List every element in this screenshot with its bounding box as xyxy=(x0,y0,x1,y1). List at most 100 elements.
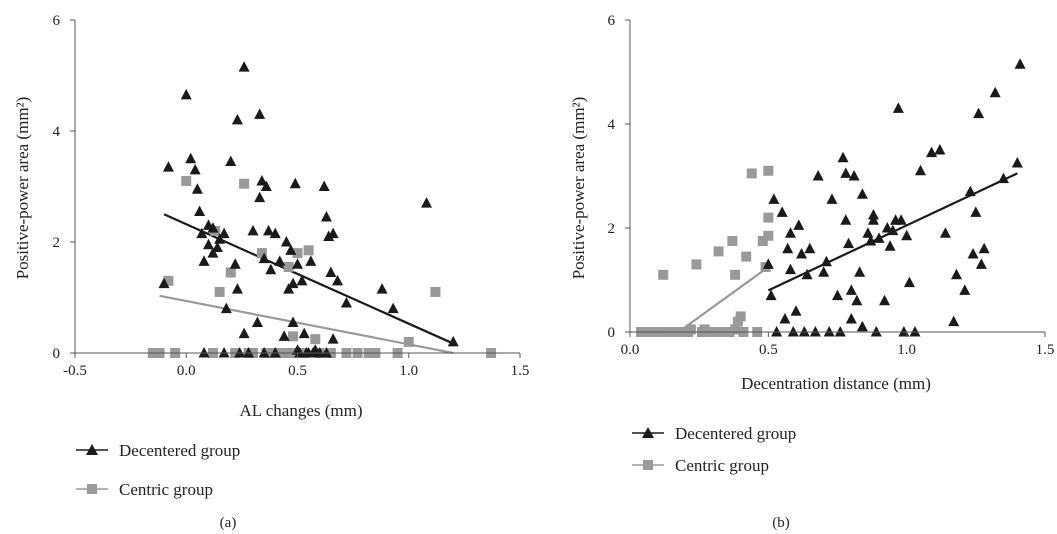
decentered-point xyxy=(376,283,388,294)
decentered-point xyxy=(1014,58,1026,69)
decentered-point xyxy=(826,193,838,204)
decentered-point xyxy=(207,222,219,233)
decentered-point xyxy=(340,297,352,308)
decentered-point xyxy=(196,227,208,239)
decentered-point xyxy=(278,330,290,341)
decentered-point xyxy=(939,227,951,238)
centric-point xyxy=(735,311,746,322)
decentered-point xyxy=(862,227,874,238)
centric-point xyxy=(225,267,236,278)
legend-label-centric: Centric group xyxy=(675,456,769,475)
decentered-point xyxy=(854,266,866,277)
decentered-point xyxy=(989,86,1001,98)
panel-b-legend: Decentered group Centric group xyxy=(632,424,796,475)
decentered-point xyxy=(901,229,913,241)
decentered-point xyxy=(998,172,1009,184)
decentered-point xyxy=(804,242,816,254)
x-tick-label: 0.5 xyxy=(288,363,307,379)
decentered-point xyxy=(243,347,255,358)
decentered-point xyxy=(254,108,266,119)
panel-b-label: (b) xyxy=(772,515,790,531)
decentered-point xyxy=(964,185,976,197)
decentered-point xyxy=(843,237,855,249)
y-tick-label: 4 xyxy=(608,117,616,133)
centric-point xyxy=(730,269,741,280)
panel-b-axes: 0.0 0.5 1.0 1.5 0 2 4 6 xyxy=(608,13,1055,358)
centric-point xyxy=(292,248,303,259)
centric-point xyxy=(256,248,267,259)
decentered-point xyxy=(884,240,896,251)
decentered-point xyxy=(320,211,332,222)
decentered-point xyxy=(256,174,268,186)
decentered-point xyxy=(812,170,824,181)
decentered-point xyxy=(207,247,219,258)
centric-point xyxy=(430,286,441,297)
panel-a-label: (a) xyxy=(220,515,237,531)
centric-point xyxy=(658,269,669,280)
decentered-point xyxy=(898,326,910,337)
decentered-point xyxy=(820,255,832,267)
panel-a-xlabel: AL changes (mm) xyxy=(239,401,362,420)
decentered-point xyxy=(280,236,292,247)
decentered-point xyxy=(959,284,971,295)
decentered-point xyxy=(194,205,206,216)
decentered-point xyxy=(231,113,243,125)
decentered-point xyxy=(845,284,857,295)
decentered-point xyxy=(198,255,210,266)
decentered-point xyxy=(447,335,459,347)
decentered-point xyxy=(881,222,893,233)
x-tick-label: 0.5 xyxy=(759,342,778,358)
x-tick-label: 1.0 xyxy=(897,342,916,358)
decentered-point xyxy=(790,305,802,316)
x-tick-label: 0.0 xyxy=(177,363,196,379)
decentered-point xyxy=(327,227,339,239)
centric-point xyxy=(163,275,174,286)
decentered-point xyxy=(782,242,794,254)
decentered-point xyxy=(784,227,796,238)
decentered-point xyxy=(776,206,788,217)
centric-trend-line xyxy=(679,266,769,332)
decentered-point xyxy=(771,326,783,337)
x-tick-label: 1.5 xyxy=(511,363,530,379)
decentered-point xyxy=(225,155,237,167)
legend-triangle-icon xyxy=(642,427,654,438)
decentered-point xyxy=(162,161,174,172)
panel-b: 0.0 0.5 1.0 1.5 0 2 4 6 Positive-power area (mm… xyxy=(569,13,1054,531)
legend-square-icon xyxy=(643,460,653,470)
decentered-point xyxy=(840,214,852,225)
decentered-point xyxy=(274,255,286,266)
decentered-point xyxy=(970,206,982,217)
y-tick-label: 2 xyxy=(608,221,616,237)
decentered-point xyxy=(287,316,299,327)
decentered-point xyxy=(263,224,275,236)
centric-point xyxy=(214,286,225,297)
decentered-point xyxy=(220,302,232,314)
centric-point xyxy=(239,178,250,189)
decentered-point xyxy=(873,232,885,243)
panel-a: -0.5 0.0 0.5 1.0 1.5 0 2 4 6 Positive-power area… xyxy=(13,13,529,531)
decentered-point xyxy=(967,248,979,259)
decentered-point xyxy=(765,289,777,301)
decentered-point xyxy=(845,313,857,324)
centric-point xyxy=(763,230,774,241)
centric-point xyxy=(691,259,702,270)
legend-triangle-icon xyxy=(86,444,98,455)
decentered-point xyxy=(234,347,246,358)
centric-point xyxy=(699,324,710,335)
decentered-point xyxy=(296,274,308,286)
decentered-point xyxy=(229,258,241,269)
panel-a-legend: Decentered group Centric group xyxy=(76,441,240,499)
decentered-point xyxy=(387,302,399,314)
decentered-point xyxy=(189,163,201,175)
decentered-point xyxy=(851,294,863,306)
panel-b-marks xyxy=(636,58,1026,337)
decentered-point xyxy=(325,266,337,278)
panel-b-xlabel: Decentration distance (mm) xyxy=(741,374,931,393)
x-tick-label: 1.0 xyxy=(399,363,418,379)
decentered-point xyxy=(265,263,277,275)
decentered-point xyxy=(260,180,272,191)
centric-point xyxy=(746,168,757,179)
decentered-point xyxy=(323,230,335,241)
decentered-point xyxy=(856,188,868,199)
decentered-point xyxy=(283,283,295,294)
